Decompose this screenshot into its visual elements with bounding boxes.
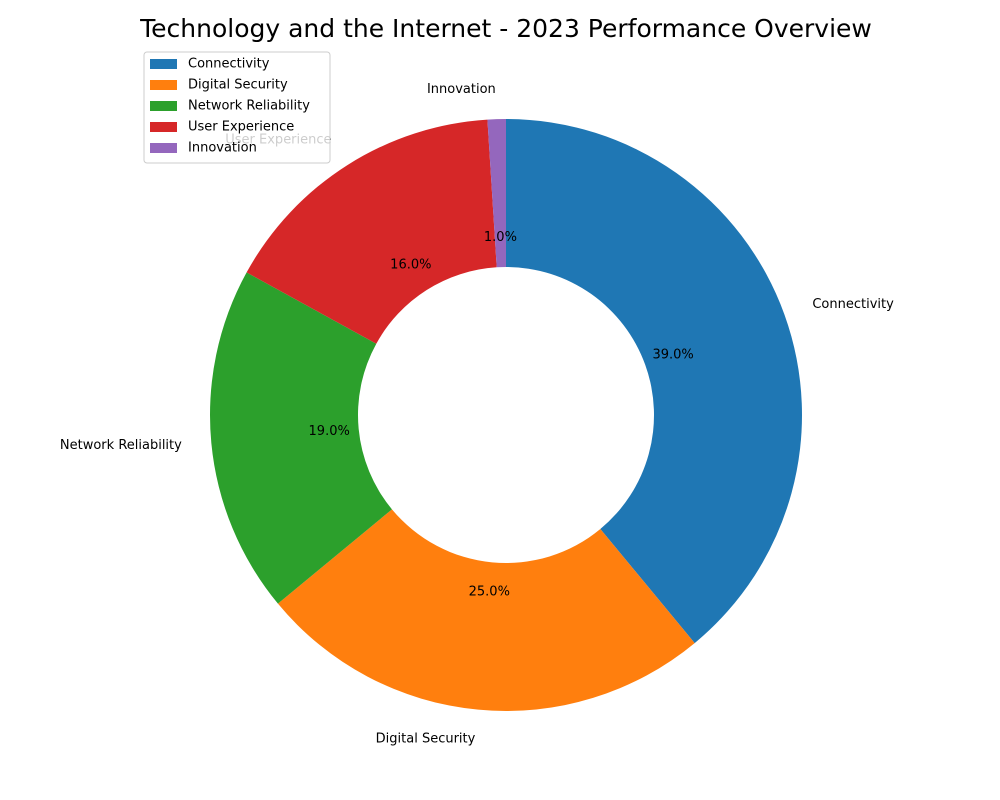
legend-swatch-network-reliability <box>150 101 177 111</box>
legend-swatch-innovation <box>150 143 177 153</box>
slice-label-connectivity: Connectivity <box>812 297 894 312</box>
percent-label-network-reliability: 19.0% <box>309 424 350 439</box>
legend-swatch-digital-security <box>150 80 177 90</box>
slice-label-innovation: Innovation <box>427 82 496 97</box>
slices <box>209 119 803 711</box>
percent-label-user-experience: 16.0% <box>390 258 431 273</box>
legend-label-network-reliability: Network Reliability <box>188 99 310 114</box>
legend: Connectivity Digital Security Network Reli… <box>143 51 331 164</box>
slice-network-reliability <box>209 272 392 604</box>
percent-label-digital-security: 25.0% <box>469 584 510 599</box>
percent-label-connectivity: 39.0% <box>652 347 693 362</box>
legend-label-connectivity: Connectivity <box>188 57 270 72</box>
slice-connectivity <box>506 119 803 644</box>
percent-labels: 39.0% 25.0% 19.0% 16.0% 1.0% <box>309 230 694 599</box>
chart-title: Technology and the Internet - 2023 Perfo… <box>139 14 872 43</box>
legend-label-digital-security: Digital Security <box>188 78 288 93</box>
slice-digital-security <box>277 509 695 711</box>
slice-user-experience <box>246 119 497 344</box>
slice-label-network-reliability: Network Reliability <box>60 438 182 453</box>
legend-swatch-connectivity <box>150 59 177 69</box>
percent-label-innovation: 1.0% <box>484 230 517 245</box>
legend-swatch-user-experience <box>150 122 177 132</box>
slice-innovation <box>487 119 506 268</box>
legend-label-innovation: Innovation <box>188 141 257 156</box>
legend-label-user-experience: User Experience <box>188 120 294 135</box>
slice-label-digital-security: Digital Security <box>376 732 476 747</box>
legend-frame <box>143 51 331 164</box>
